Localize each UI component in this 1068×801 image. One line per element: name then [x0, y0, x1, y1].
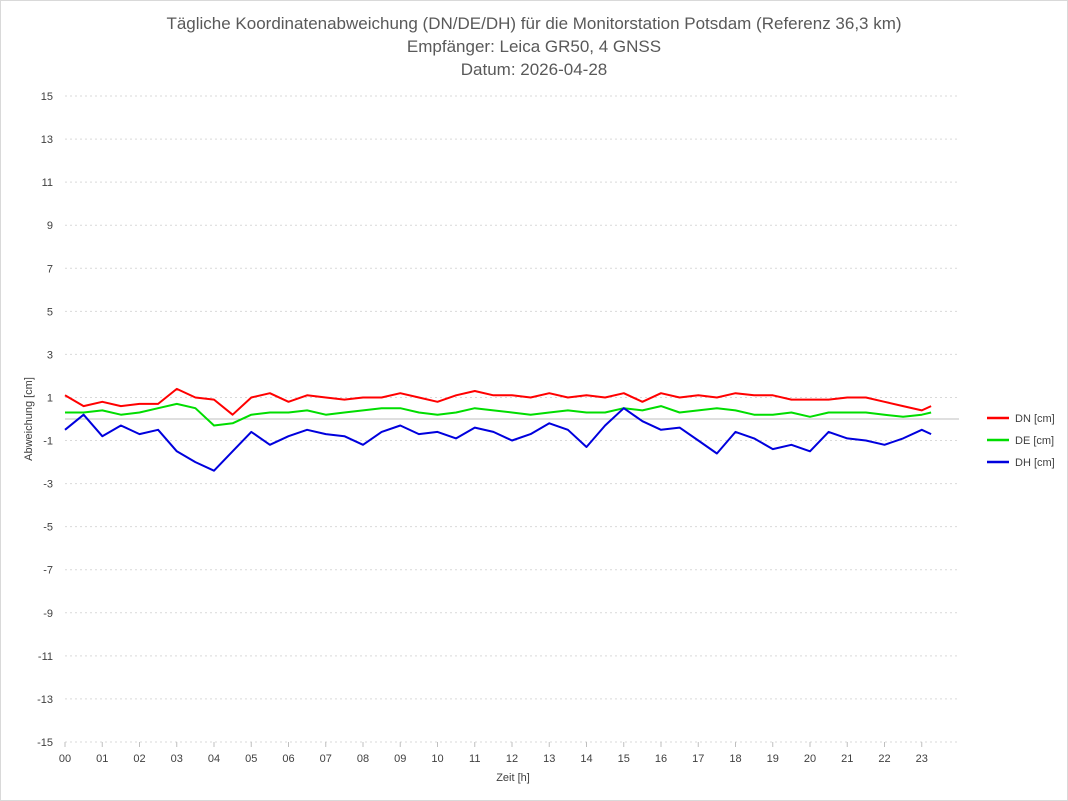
y-tick-label: 1 — [47, 392, 53, 404]
x-tick-label: 06 — [282, 753, 294, 765]
x-tick-label: 02 — [133, 753, 145, 765]
chart-title-line-1: Tägliche Koordinatenabweichung (DN/DE/DH… — [166, 14, 901, 33]
y-tick-label: -9 — [43, 608, 53, 620]
x-tick-label: 11 — [469, 753, 480, 765]
y-tick-label: 13 — [41, 134, 53, 146]
y-tick-label: -15 — [37, 737, 53, 749]
chart-title-line-3: Datum: 2026-04-28 — [461, 60, 607, 79]
series-lines — [64, 387, 932, 472]
y-tick-label: 5 — [47, 306, 53, 318]
x-tick-label: 16 — [655, 753, 667, 765]
x-tick-label: 20 — [804, 753, 816, 765]
x-tick-label: 12 — [506, 753, 518, 765]
y-tick-label: -5 — [43, 522, 53, 534]
x-tick-label: 09 — [394, 753, 406, 765]
legend: DN [cm] DE [cm] DH [cm] — [987, 413, 1055, 469]
y-axis-label: Abweichung [cm] — [23, 377, 35, 461]
y-tick-label: 9 — [47, 220, 53, 232]
x-tick-label: 00 — [59, 753, 71, 765]
grid-lines — [65, 95, 959, 743]
x-axis-label: Zeit [h] — [496, 772, 530, 784]
legend-entry: DN [cm] — [1015, 413, 1055, 425]
y-axis-ticks: 15 13 11 9 7 5 3 1 -1 -3 -5 -7 -9 -11 -13 -15 — [37, 91, 53, 749]
y-tick-label: -13 — [37, 694, 53, 706]
legend-entry: DE [cm] — [1015, 435, 1054, 447]
y-tick-label: 15 — [41, 91, 53, 103]
x-tick-label: 13 — [543, 753, 555, 765]
x-tick-label: 14 — [580, 753, 592, 765]
x-tick-label: 05 — [245, 753, 257, 765]
series-line-2 — [65, 402, 932, 427]
x-axis-ticks: 00 01 02 03 04 05 06 07 08 09 10 11 12 13 14 15 16 17 18 19… — [59, 742, 928, 765]
series-line-1 — [64, 387, 932, 416]
x-tick-label: 17 — [692, 753, 704, 765]
x-tick-label: 04 — [208, 753, 220, 765]
y-tick-label: -11 — [38, 651, 53, 663]
x-tick-label: 03 — [171, 753, 183, 765]
y-tick-label: -7 — [43, 565, 53, 577]
y-tick-label: 11 — [42, 177, 53, 189]
y-tick-label: -1 — [43, 436, 53, 448]
y-tick-label: 3 — [47, 349, 53, 361]
x-tick-label: 22 — [878, 753, 890, 765]
x-tick-label: 19 — [767, 753, 779, 765]
y-tick-label: -3 — [43, 479, 53, 491]
y-tick-label: 7 — [47, 263, 53, 275]
x-tick-label: 23 — [916, 753, 928, 765]
x-tick-label: 15 — [618, 753, 630, 765]
series-line-3 — [64, 407, 932, 472]
x-tick-label: 07 — [320, 753, 332, 765]
x-tick-label: 01 — [96, 753, 108, 765]
legend-entry: DH [cm] — [1015, 457, 1055, 469]
chart-title: Tägliche Koordinatenabweichung (DN/DE/DH… — [166, 14, 901, 79]
chart-title-line-2: Empfänger: Leica GR50, 4 GNSS — [407, 37, 661, 56]
x-tick-label: 21 — [841, 753, 853, 765]
x-tick-label: 08 — [357, 753, 369, 765]
x-tick-label: 18 — [729, 753, 741, 765]
x-tick-label: 10 — [431, 753, 443, 765]
